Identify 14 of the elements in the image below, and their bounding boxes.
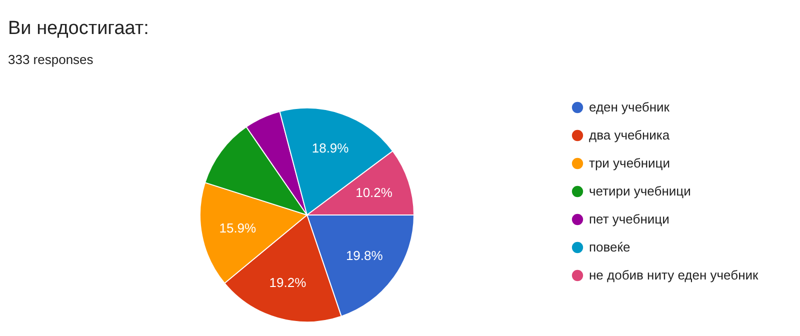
data-label: 19.8% — [346, 248, 384, 264]
legend-label: четири учебници — [589, 184, 691, 198]
data-label: 10.2% — [356, 184, 393, 200]
legend-label: три учебници — [589, 156, 670, 170]
data-label: 18.9% — [312, 140, 350, 156]
data-label: 19.2% — [269, 274, 307, 290]
legend-label: повеќе — [589, 240, 630, 254]
legend-label: два учебника — [589, 128, 670, 142]
legend-label: еден учебник — [589, 100, 670, 114]
chart-title: Ви недостигаат: — [8, 18, 149, 39]
legend-label: пет учебници — [589, 212, 670, 226]
data-label: 15.9% — [219, 220, 257, 236]
legend-label: не добив ниту еден учебник — [589, 268, 759, 282]
text: 333 responses — [8, 52, 94, 67]
